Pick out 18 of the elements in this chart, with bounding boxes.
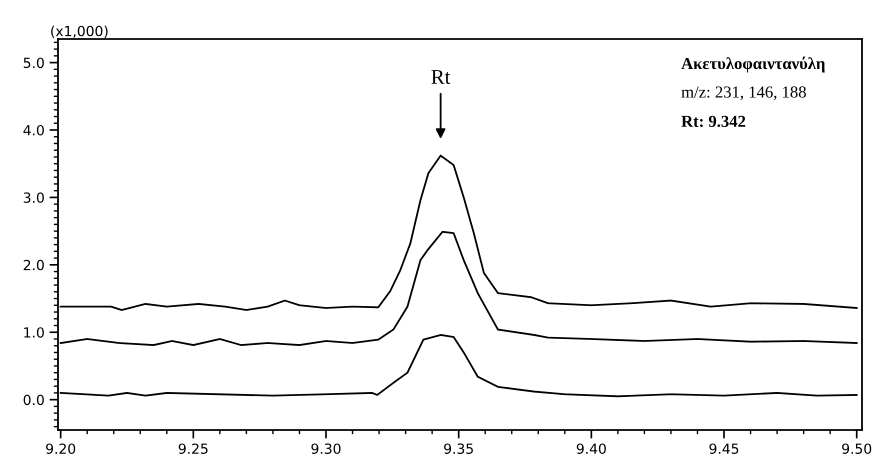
- y-tick-label: 0.0: [24, 394, 44, 406]
- x-tick-label: 9.25: [178, 443, 208, 454]
- y-tick-label: 4.0: [23, 124, 44, 136]
- annotation: Rt: [431, 70, 450, 84]
- x-tick-label: 9.45: [709, 443, 738, 454]
- x-tick-label: 9.20: [46, 443, 76, 454]
- y-tick-label: 3.0: [24, 192, 44, 203]
- annotation: Rt: 9.342: [681, 116, 746, 128]
- x-tick-label: 9.35: [444, 443, 473, 454]
- annotation: m/z: 231, 146, 188: [681, 86, 806, 100]
- y-tick-label: 1.0: [24, 327, 44, 338]
- x-tick-label: 9.40: [576, 443, 606, 454]
- y-tick-label: 2.0: [24, 260, 44, 270]
- x-tick-label: 9.50: [842, 443, 872, 454]
- x-tick-label: 9.30: [311, 443, 341, 454]
- y-tick-label: 5.0: [24, 58, 44, 68]
- y-axis-title: (x1,000): [51, 26, 108, 38]
- annotation: Ακετυλοφαιντανύλη: [681, 56, 825, 73]
